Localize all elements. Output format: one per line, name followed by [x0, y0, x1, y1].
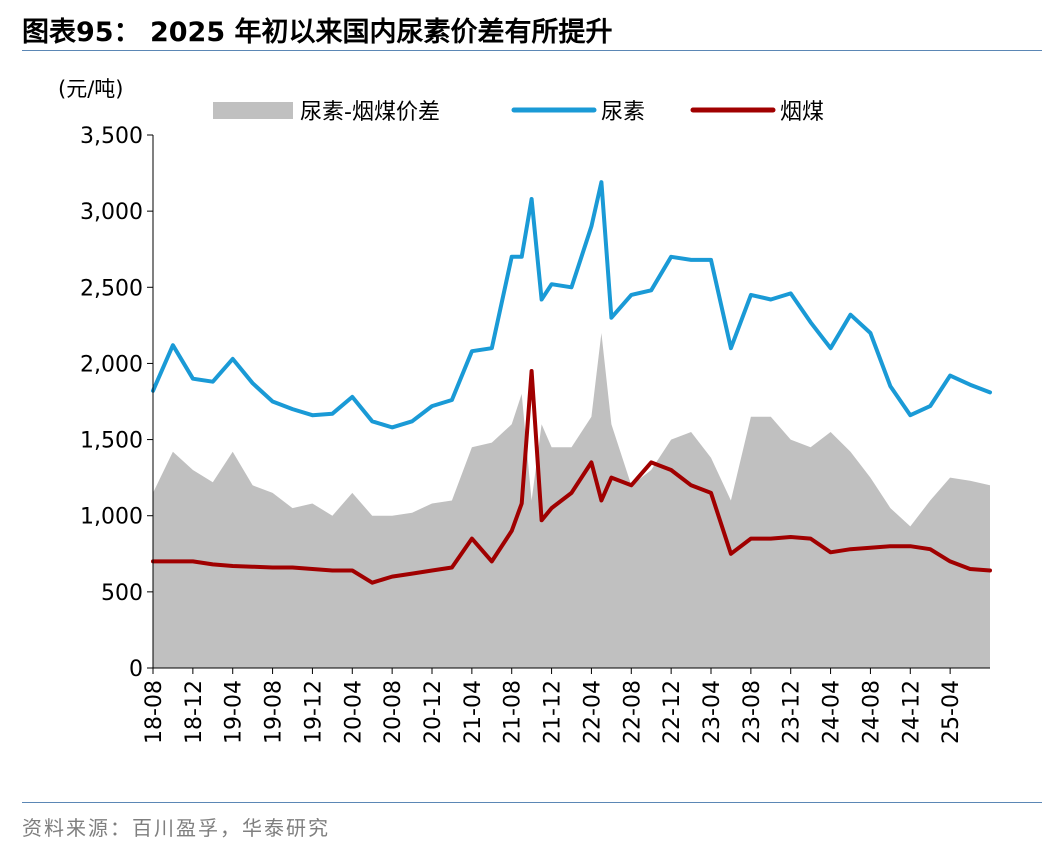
y-tick-label: 2,500: [80, 276, 143, 301]
x-tick-label: 20-04: [341, 680, 366, 744]
x-tick-label: 21-08: [501, 680, 526, 744]
x-tick-label: 22-12: [660, 680, 685, 744]
legend-label: 尿素: [601, 100, 645, 125]
x-tick-label: 19-12: [301, 680, 326, 744]
y-tick-label: 1,500: [80, 429, 143, 454]
x-tick-label: 23-04: [700, 680, 725, 744]
y-tick-label: 3,500: [80, 124, 143, 149]
source-note: 资料来源：百川盈孚，华泰研究: [22, 816, 330, 840]
x-tick-label: 22-04: [580, 680, 605, 744]
x-tick-label: 20-08: [381, 680, 406, 744]
y-tick-label: 500: [101, 581, 143, 606]
x-tick-label: 18-12: [182, 680, 207, 744]
series-line-coal: [151, 369, 992, 585]
bottom-rule: [22, 802, 1042, 803]
x-tick-label: 18-08: [142, 680, 167, 744]
legend-label: 尿素-烟煤价差: [300, 100, 440, 125]
y-tick-label: 2,000: [80, 352, 143, 377]
series-area-spread: [153, 333, 990, 668]
x-tick-label: 21-12: [541, 680, 566, 744]
y-tick-label: 3,000: [80, 200, 143, 225]
x-tick-label: 21-04: [461, 680, 486, 744]
x-tick-label: 24-04: [820, 680, 845, 744]
x-tick-label: 25-04: [939, 680, 964, 744]
y-unit-label: (元/吨): [58, 77, 123, 101]
x-tick-label: 20-12: [421, 680, 446, 744]
axes: 0 500 1,000 1,500 2,000 2,500 3,000 3,500 18-08 1…: [80, 124, 990, 744]
top-rule: [22, 50, 1042, 51]
series-line-urea: [151, 180, 992, 430]
x-tick-label: 24-12: [899, 680, 924, 744]
legend-swatch-spread: [213, 102, 293, 119]
y-tick-label: 1,000: [80, 505, 143, 530]
x-tick-label: 22-08: [620, 680, 645, 744]
legend-label: 烟煤: [780, 100, 824, 125]
plot-area: [151, 180, 992, 668]
x-tick-label: 19-08: [262, 680, 287, 744]
chart-title: 图表95： 2025 年初以来国内尿素价差有所提升: [22, 17, 613, 48]
legend: 尿素-烟煤价差 尿素 烟煤: [213, 100, 824, 125]
x-tick-label: 23-12: [780, 680, 805, 744]
x-tick-label: 24-08: [859, 680, 884, 744]
chart: 0 500 1,000 1,500 2,000 2,500 3,000 3,500 18-08 1…: [58, 77, 992, 744]
x-tick-label: 19-04: [222, 680, 247, 744]
x-tick-label: 23-08: [740, 680, 765, 744]
y-tick-label: 0: [129, 657, 143, 682]
